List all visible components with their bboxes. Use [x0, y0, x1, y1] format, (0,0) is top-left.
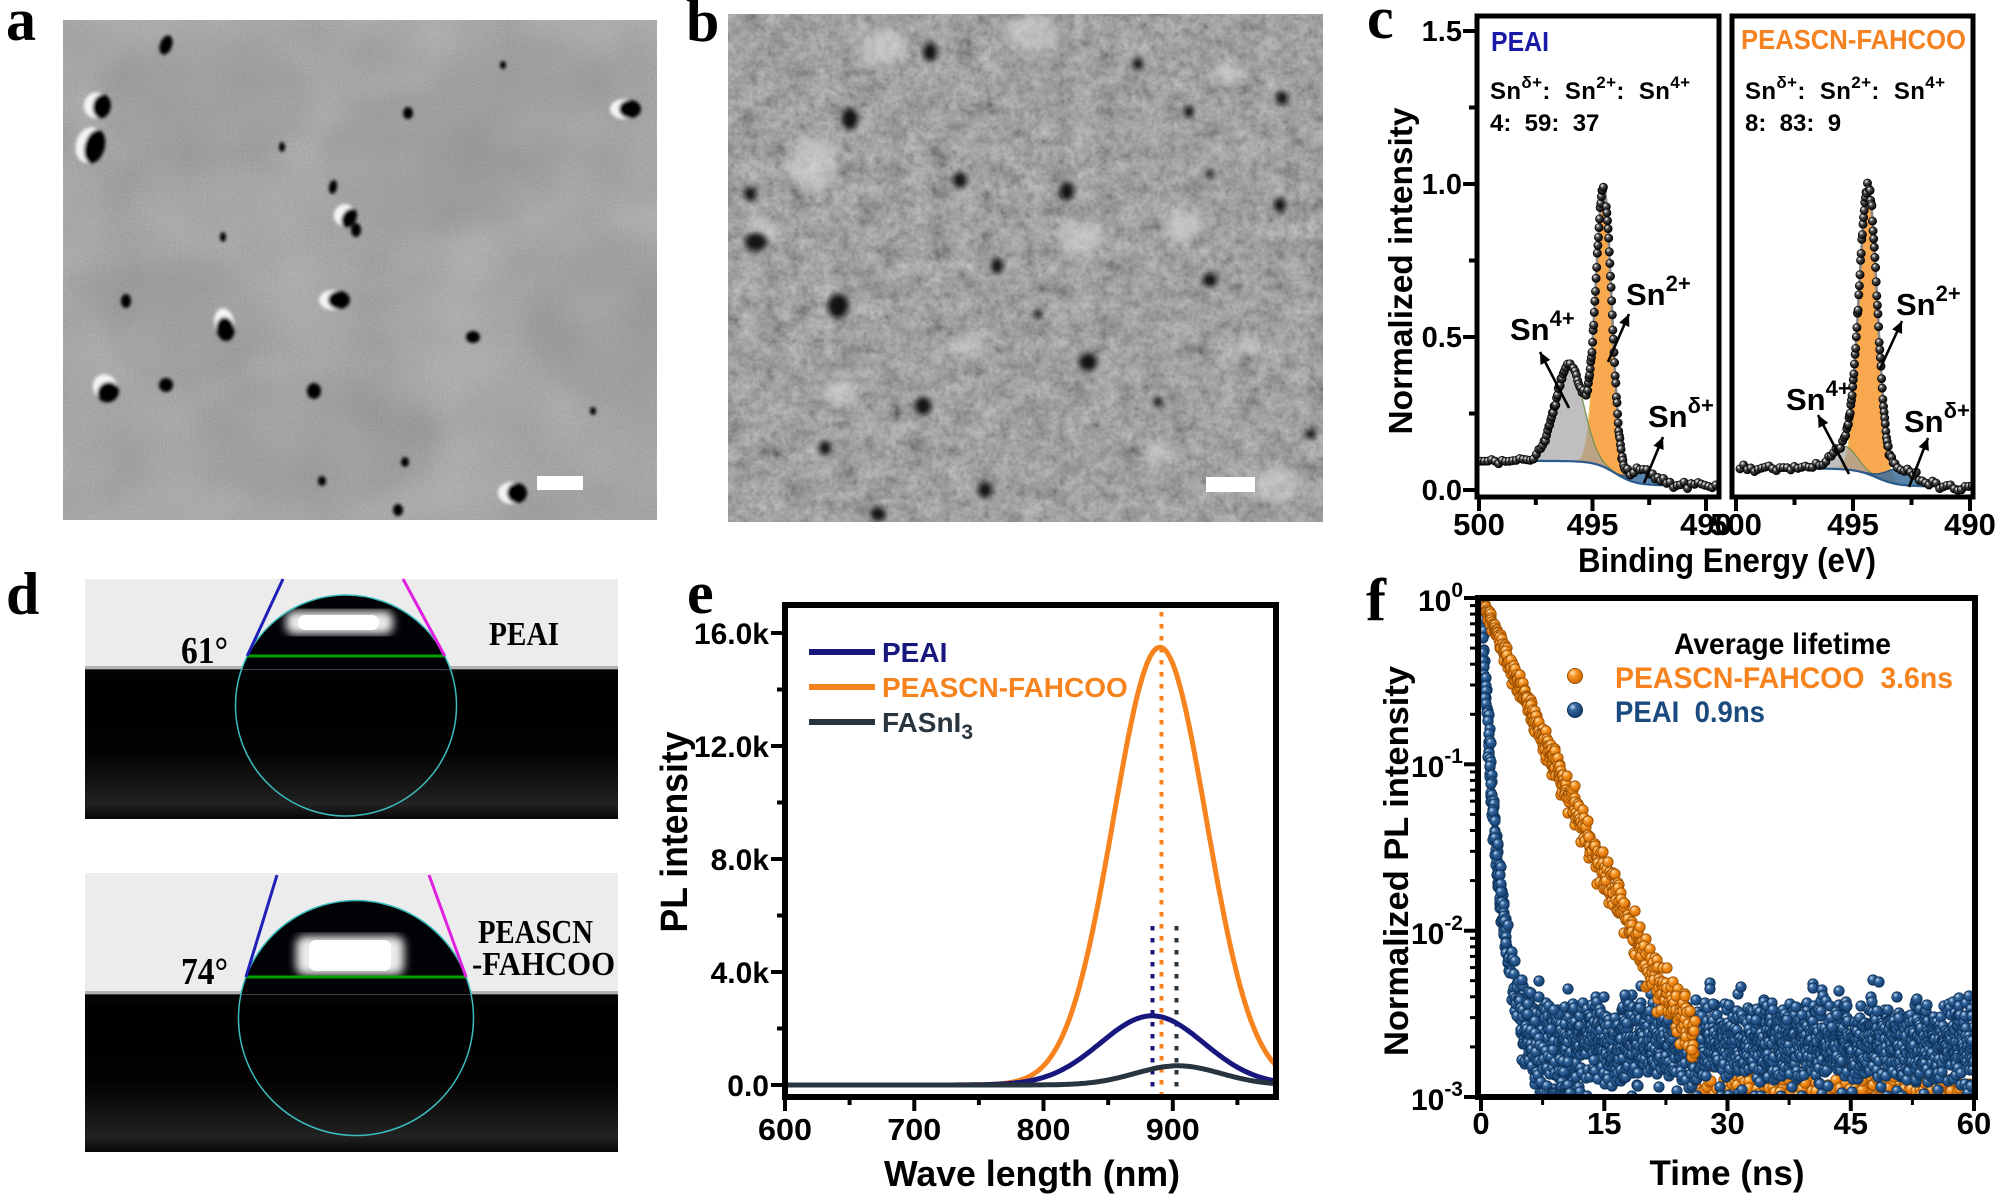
svg-text:PEASCN-FAHCOO 3.6ns: PEASCN-FAHCOO 3.6ns	[1615, 662, 1953, 695]
svg-text:8.0k: 8.0k	[711, 844, 770, 877]
svg-text:0.0: 0.0	[1422, 475, 1462, 507]
svg-text:8: 83: 9: 8: 83: 9	[1745, 110, 1841, 137]
svg-text:61°: 61°	[181, 630, 228, 672]
svg-text:500: 500	[1453, 507, 1505, 542]
svg-text:c: c	[1367, 0, 1394, 51]
svg-text:600: 600	[758, 1112, 812, 1147]
svg-text:a: a	[6, 0, 36, 53]
svg-text:e: e	[687, 560, 714, 626]
svg-text:d: d	[6, 561, 39, 627]
svg-text:b: b	[686, 0, 719, 54]
svg-text:15: 15	[1587, 1106, 1621, 1141]
svg-text:30: 30	[1710, 1106, 1744, 1141]
svg-text:12.0k: 12.0k	[694, 731, 769, 764]
svg-text:Normalized intensity: Normalized intensity	[1382, 107, 1419, 435]
svg-text:490: 490	[1680, 507, 1732, 542]
svg-text:PEAI: PEAI	[489, 616, 559, 653]
svg-text:PEASCN-FAHCOO: PEASCN-FAHCOO	[882, 672, 1128, 703]
svg-text:Snδ+: Snδ+	[1648, 393, 1714, 434]
svg-text:Binding Energy (eV): Binding Energy (eV)	[1578, 542, 1876, 580]
svg-text:FASnI3: FASnI3	[882, 707, 973, 744]
svg-text:0.5: 0.5	[1422, 322, 1462, 354]
svg-text:700: 700	[887, 1112, 941, 1147]
svg-text:1.0: 1.0	[1422, 169, 1462, 201]
svg-text:900: 900	[1146, 1112, 1200, 1147]
svg-text:500: 500	[1710, 507, 1762, 542]
svg-text:PL intensity: PL intensity	[654, 732, 696, 933]
svg-text:4.0k: 4.0k	[711, 957, 770, 990]
svg-text:PEAI: PEAI	[882, 637, 947, 668]
svg-text:490: 490	[1944, 507, 1996, 542]
svg-text:45: 45	[1834, 1106, 1868, 1141]
svg-text:16.0k: 16.0k	[694, 618, 769, 651]
svg-text:Wave length (nm): Wave length (nm)	[884, 1153, 1180, 1194]
svg-text:0.0: 0.0	[727, 1070, 769, 1103]
svg-text:f: f	[1366, 567, 1387, 633]
svg-text:PEASCN: PEASCN	[478, 914, 593, 951]
svg-text:PEAI 0.9ns: PEAI 0.9ns	[1615, 696, 1765, 729]
svg-text:-FAHCOO: -FAHCOO	[472, 946, 615, 983]
svg-text:495: 495	[1827, 507, 1879, 542]
svg-text:4: 59: 37: 4: 59: 37	[1490, 110, 1599, 137]
svg-text:Time (ns): Time (ns)	[1650, 1154, 1805, 1193]
svg-text:Average lifetime: Average lifetime	[1674, 628, 1891, 661]
svg-text:PEASCN-FAHCOO: PEASCN-FAHCOO	[1741, 24, 1966, 55]
svg-text:Snδ+: Sn2+: Sn4+: Snδ+: Sn2+: Sn4+	[1745, 73, 1945, 105]
svg-text:1.5: 1.5	[1422, 16, 1462, 48]
svg-text:74°: 74°	[181, 951, 228, 993]
svg-text:60: 60	[1957, 1106, 1991, 1141]
svg-text:Snδ+: Sn2+: Sn4+: Snδ+: Sn2+: Sn4+	[1490, 73, 1690, 105]
svg-text:800: 800	[1017, 1112, 1071, 1147]
svg-text:PEAI: PEAI	[1491, 26, 1549, 57]
svg-text:0: 0	[1472, 1106, 1489, 1141]
svg-text:Normalized PL intensity: Normalized PL intensity	[1378, 666, 1416, 1056]
svg-text:495: 495	[1567, 507, 1619, 542]
